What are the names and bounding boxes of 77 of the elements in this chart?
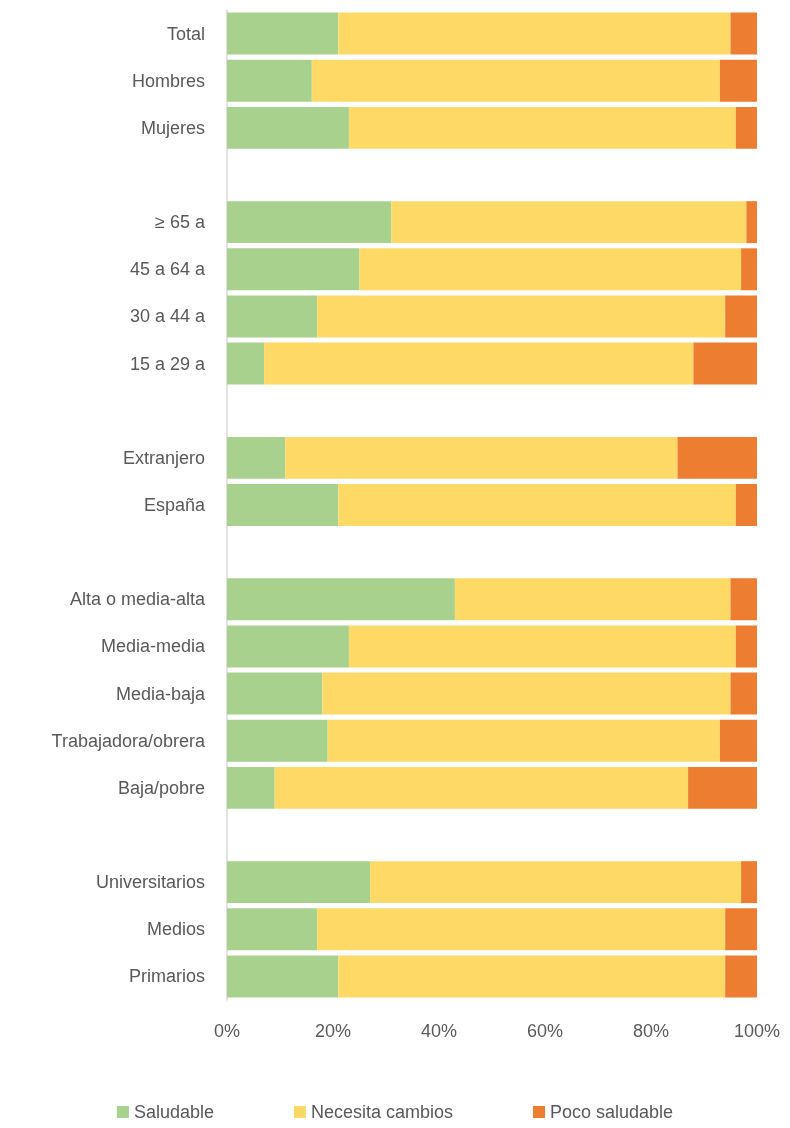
bar	[227, 719, 328, 762]
y-tick-label: 45 a 64 a	[129, 259, 206, 280]
y-tick-label: Alta o media-alta	[69, 589, 206, 610]
bar	[227, 861, 371, 904]
bar	[677, 436, 757, 479]
legend-label: Saludable	[133, 1102, 214, 1122]
y-tick-label: Baja/pobre	[117, 777, 205, 798]
bar	[227, 295, 318, 338]
bar	[322, 672, 731, 715]
bar	[725, 295, 757, 338]
legend-label: Necesita cambios	[310, 1102, 454, 1122]
bar	[227, 201, 392, 244]
bar	[264, 342, 694, 385]
bar	[735, 106, 757, 149]
bar	[227, 625, 349, 668]
bar	[327, 719, 720, 762]
x-tick-label: 100%	[733, 1021, 781, 1041]
bar	[317, 295, 726, 338]
y-tick-label: Mujeres	[140, 117, 205, 138]
bar	[454, 578, 731, 621]
bar	[741, 861, 757, 904]
bar	[359, 248, 742, 291]
bar	[719, 719, 757, 762]
bar	[338, 484, 736, 526]
y-tick-label: Medios	[146, 919, 205, 940]
bar	[338, 12, 731, 55]
bar	[227, 955, 339, 998]
bar	[348, 625, 736, 668]
bar	[227, 106, 349, 149]
bar	[348, 106, 736, 149]
y-tick-label: Universitarios	[95, 872, 205, 893]
bar	[227, 766, 275, 809]
y-tick-label: 30 a 44 a	[129, 306, 206, 327]
bar	[227, 12, 339, 55]
bar	[693, 342, 757, 385]
bar	[741, 248, 757, 291]
y-tick-label: 15 a 29 a	[129, 353, 206, 374]
bar	[227, 436, 286, 479]
bar	[227, 672, 323, 715]
bar	[730, 12, 757, 55]
bar	[285, 436, 678, 479]
y-tick-label: Media-baja	[115, 683, 206, 704]
x-tick-label: 20%	[314, 1021, 352, 1041]
bar	[730, 672, 757, 715]
bar	[227, 342, 265, 385]
bar	[227, 484, 339, 526]
bar	[274, 766, 689, 809]
bar	[227, 248, 360, 291]
x-tick-label: 0%	[213, 1021, 241, 1041]
bar	[719, 59, 757, 102]
bar	[317, 908, 726, 951]
bar	[227, 908, 318, 951]
bar	[735, 484, 757, 526]
bar	[227, 578, 455, 621]
y-tick-label: Total	[166, 23, 205, 44]
bar	[688, 766, 757, 809]
x-tick-label: 40%	[420, 1021, 458, 1041]
bar	[370, 861, 742, 904]
x-tick-label: 60%	[526, 1021, 564, 1041]
bar	[227, 59, 312, 102]
bar	[730, 578, 757, 621]
x-tick-label: 80%	[632, 1021, 670, 1041]
y-tick-label: España	[143, 495, 206, 515]
bar	[725, 908, 757, 951]
bar	[735, 625, 757, 668]
y-tick-label: Primarios	[128, 966, 205, 987]
y-tick-label: Hombres	[131, 70, 205, 91]
bar	[311, 59, 720, 102]
y-tick-label: Trabajadora/obrera	[51, 730, 206, 751]
legend-label: Poco saludable	[550, 1102, 674, 1122]
bar	[725, 955, 757, 998]
y-tick-label: Media-media	[100, 636, 206, 657]
y-tick-label: ≥ 65 a	[155, 212, 206, 233]
bar	[391, 201, 747, 244]
bar	[746, 201, 757, 244]
y-tick-label: Extranjero	[122, 447, 205, 468]
bar	[338, 955, 726, 998]
